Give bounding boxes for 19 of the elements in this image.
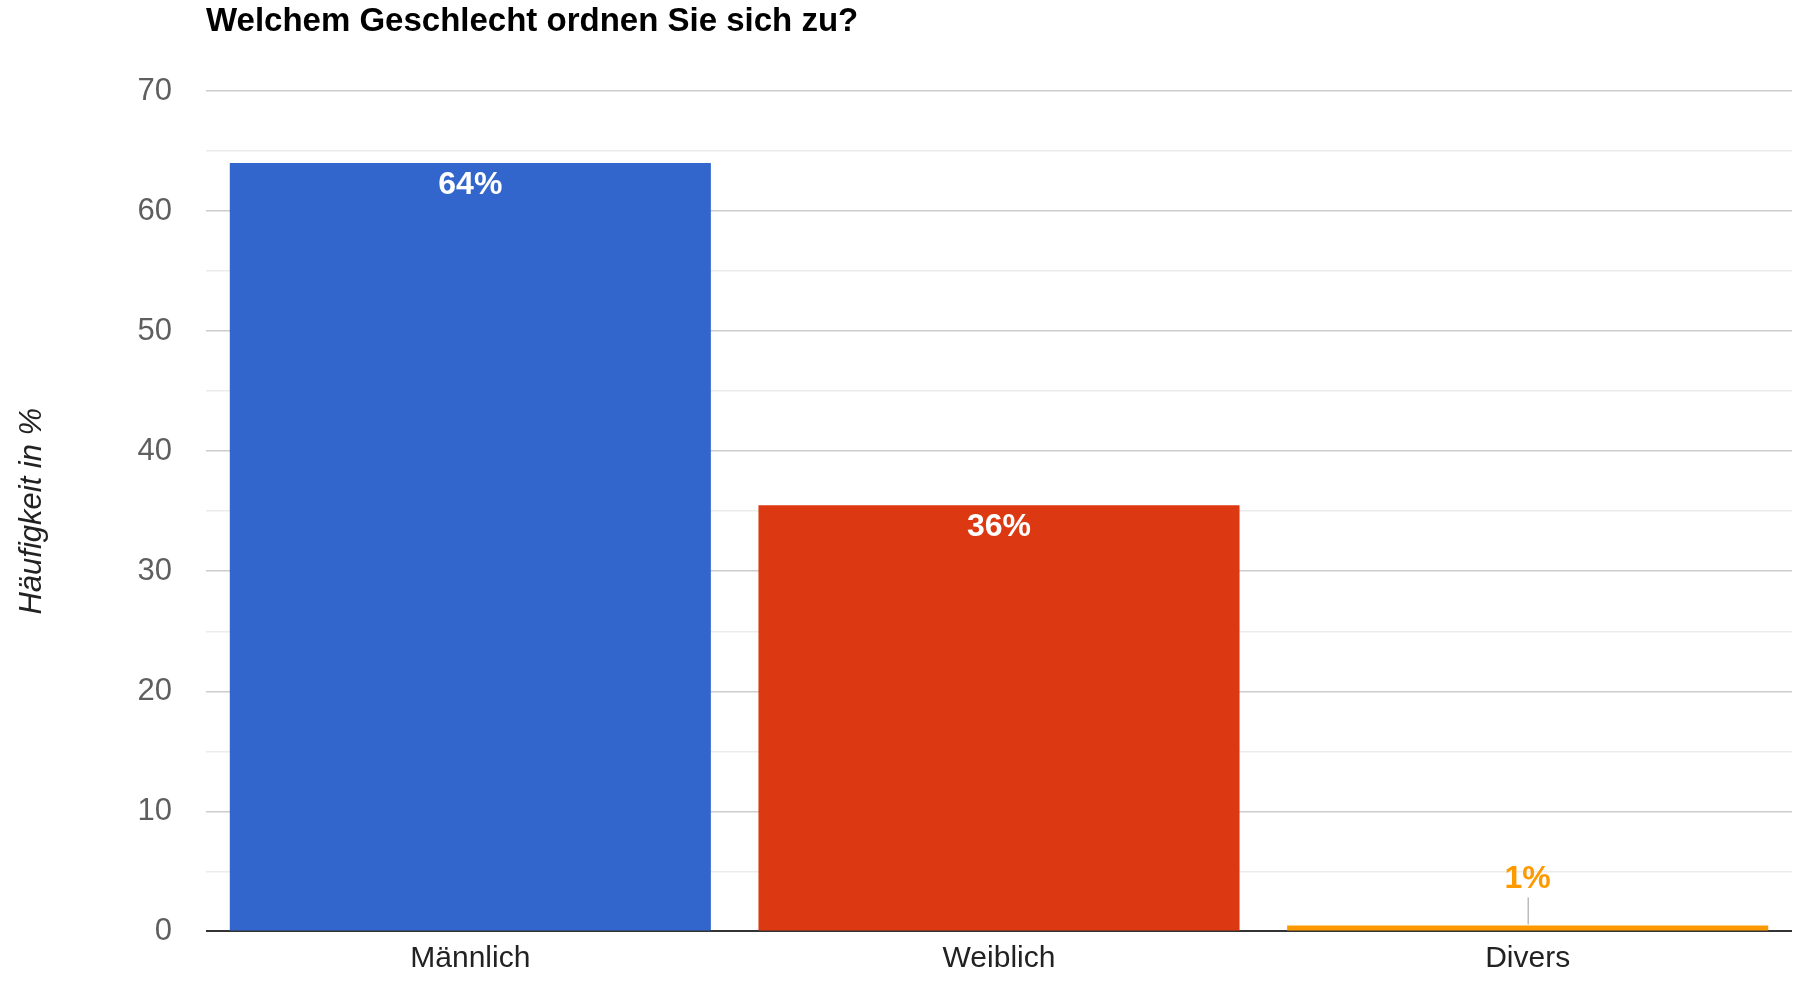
x-tick-label: Divers	[1485, 939, 1571, 973]
data-label: 36%	[966, 507, 1032, 544]
y-tick-label: 0	[154, 911, 172, 947]
y-axis-title: Häufigkeit in %	[13, 407, 49, 615]
x-tick-label: Weiblich	[942, 939, 1056, 973]
y-tick-label: 20	[137, 671, 172, 707]
bar	[229, 163, 711, 931]
y-tick-label: 60	[137, 191, 172, 227]
bar	[1287, 925, 1769, 931]
y-tick-label: 40	[137, 431, 172, 467]
y-tick-label: 10	[137, 791, 172, 827]
bar	[758, 505, 1240, 931]
y-tick-label: 70	[137, 71, 172, 107]
y-tick-label: 50	[137, 311, 172, 347]
y-tick-label: 30	[137, 551, 172, 587]
data-label: 64%	[438, 164, 503, 201]
data-label: 1%	[1504, 859, 1551, 896]
chart-title: Welchem Geschlecht ordnen Sie sich zu?	[206, 1, 859, 39]
x-tick-label: Männlich	[410, 939, 531, 973]
